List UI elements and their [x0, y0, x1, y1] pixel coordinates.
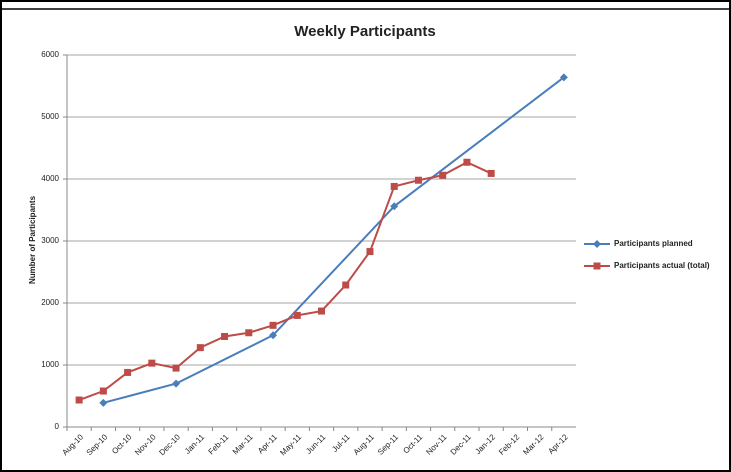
y-tick-label: 2000	[41, 298, 59, 307]
point	[293, 311, 301, 319]
point	[99, 398, 108, 407]
point	[559, 73, 568, 82]
series-line	[78, 161, 492, 401]
y-tick-label: 6000	[41, 50, 59, 59]
point	[318, 307, 325, 315]
point	[414, 176, 422, 184]
legend-label: Participants planned	[614, 239, 693, 248]
point	[221, 332, 229, 340]
point	[148, 359, 156, 367]
point	[99, 387, 107, 395]
y-tick-label: 3000	[41, 236, 59, 245]
point	[75, 396, 83, 404]
legend-label: Participants actual (total)	[614, 261, 710, 270]
point	[196, 344, 204, 352]
point	[269, 321, 277, 329]
y-tick-label: 4000	[41, 174, 59, 183]
legend-marker	[593, 262, 601, 270]
point	[439, 171, 447, 179]
point	[124, 368, 132, 376]
chart-title: Weekly Participants	[294, 23, 435, 40]
point	[172, 364, 180, 372]
point	[269, 331, 278, 340]
point	[342, 281, 350, 289]
y-axis-label: Number of Participants	[28, 195, 37, 284]
point	[390, 182, 398, 190]
y-tick-label: 1000	[41, 360, 59, 369]
y-tick-label: 5000	[41, 112, 59, 121]
legend-marker	[593, 240, 601, 248]
point	[487, 169, 495, 177]
y-tick-label: 0	[55, 422, 60, 431]
point	[245, 329, 253, 337]
point	[366, 248, 374, 256]
point	[390, 202, 399, 211]
point	[172, 379, 181, 388]
point	[463, 158, 471, 166]
